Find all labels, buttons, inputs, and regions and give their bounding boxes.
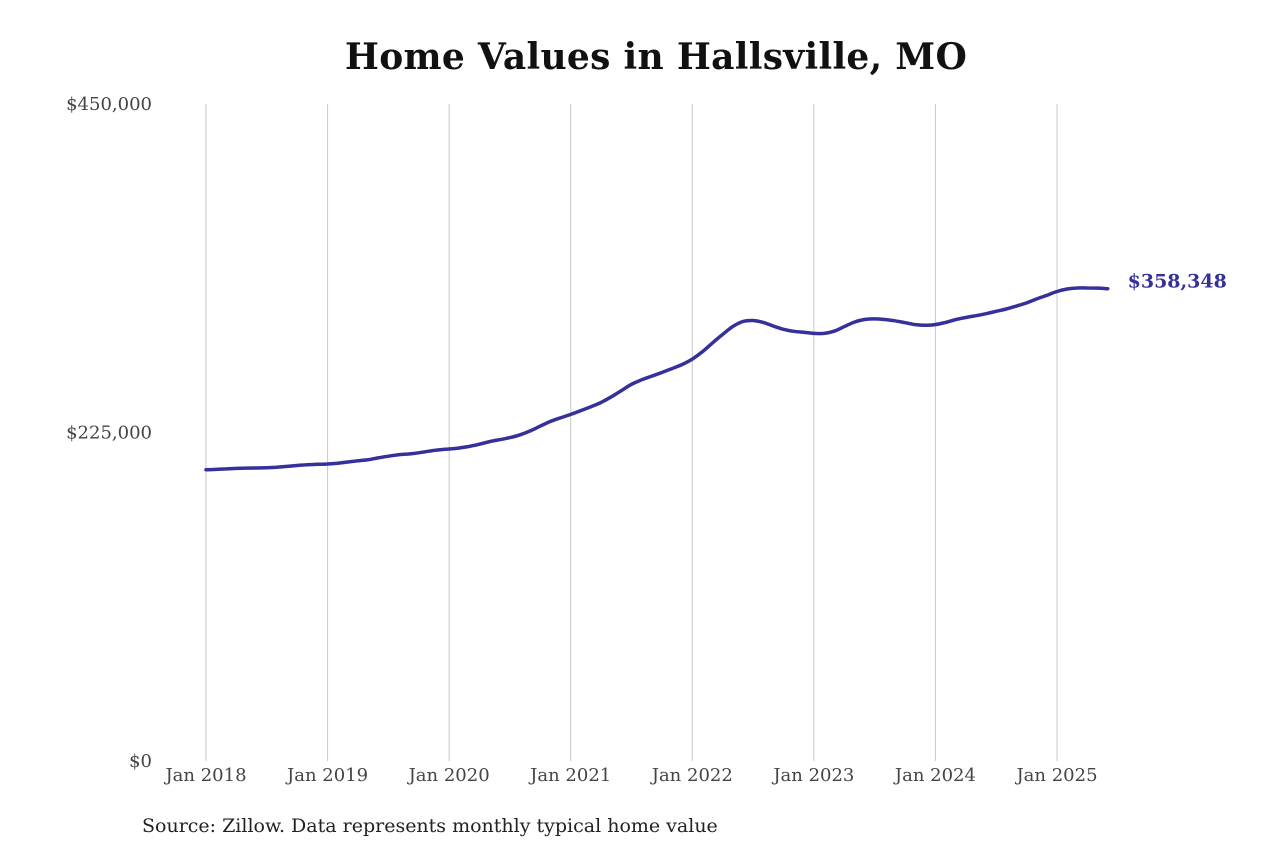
series-line (204, 286, 1110, 472)
x-tick-label: Jan 2023 (771, 765, 854, 786)
y-tick-label: $225,000 (66, 423, 152, 444)
y-tick-label: $0 (129, 751, 152, 772)
x-tick-label: Jan 2021 (528, 765, 611, 786)
y-tick-label: $450,000 (66, 94, 152, 115)
x-tick-label: Jan 2025 (1014, 765, 1097, 786)
x-tick-label: Jan 2020 (407, 765, 490, 786)
x-tick-label: Jan 2019 (285, 765, 368, 786)
end-label-layer: $358,348 (1128, 271, 1227, 293)
x-tick-label: Jan 2024 (893, 765, 976, 786)
x-axis-ticks: Jan 2018 Jan 2019 Jan 2020 Jan 2021 Jan 2022… (163, 765, 1097, 786)
y-axis-ticks: $0 $225,000 $450,000 (66, 94, 152, 772)
end-value-label: $358,348 (1128, 271, 1227, 293)
grid-lines (205, 104, 1058, 761)
chart-title: Home Values in Hallsville, MO (344, 36, 968, 78)
x-tick-label: Jan 2022 (650, 765, 733, 786)
source-note: Source: Zillow. Data represents monthly … (142, 815, 718, 837)
series-layer (204, 286, 1110, 472)
x-tick-label: Jan 2018 (163, 765, 246, 786)
